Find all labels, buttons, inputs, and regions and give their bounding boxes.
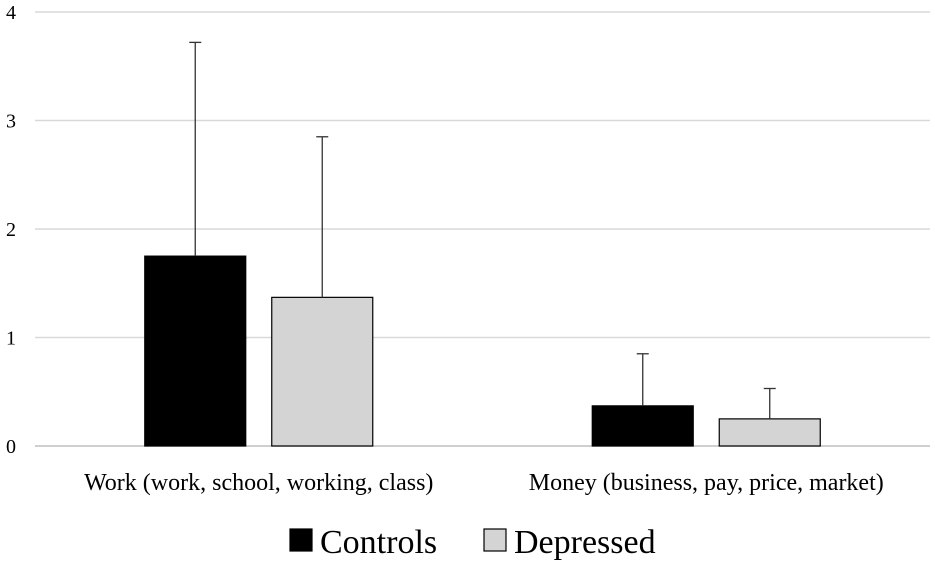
error-bars (189, 41, 776, 419)
x-category-label: Money (business, pay, price, market) (529, 470, 884, 496)
y-axis-ticks: 0 1 2 3 4 (6, 2, 16, 458)
legend: Controls Depressed (289, 524, 656, 561)
bar-controls (144, 255, 247, 447)
bar-controls (591, 405, 694, 447)
y-tick-label: 4 (6, 2, 16, 24)
legend-label-controls: Controls (320, 524, 437, 561)
bars (144, 255, 821, 447)
legend-swatch-controls (289, 528, 313, 552)
y-tick-label: 3 (6, 111, 16, 133)
bar-depressed (718, 418, 821, 447)
legend-label-depressed: Depressed (514, 524, 656, 561)
bar-depressed (271, 296, 374, 447)
y-tick-label: 1 (6, 328, 16, 350)
y-tick-label: 0 (6, 436, 16, 458)
x-axis-categories: Work (work, school, working, class) Money… (84, 470, 884, 496)
legend-swatch-depressed (483, 528, 507, 552)
x-category-label: Work (work, school, working, class) (84, 470, 433, 496)
y-tick-label: 2 (6, 219, 16, 241)
